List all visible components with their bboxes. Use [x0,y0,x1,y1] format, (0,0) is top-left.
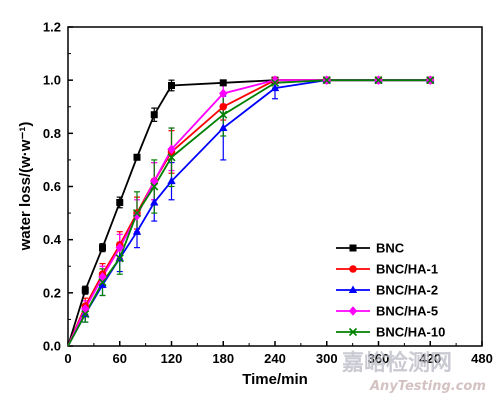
data-point-x-stroke [374,76,383,85]
legend: BNC BNC/HA-1 BNC/HA-2 BNC/HA-5 BNC/HA-10 [336,241,445,340]
watermark-cn: 嘉峪检测网 [342,350,452,376]
data-point-triangle [270,83,280,92]
data-point-x [167,153,176,162]
series-markers-layer [81,75,435,319]
data-point-x [270,78,280,87]
legend-label: BNC/HA-1 [376,262,438,277]
data-point-triangle [98,280,107,288]
data-point-x [81,310,90,319]
x-tick-label: 240 [264,351,286,366]
legend-label: BNC/HA-2 [376,283,438,298]
legend-label: BNC/HA-10 [376,325,445,340]
data-point-circle [219,102,228,111]
y-tick-label: 0.4 [43,232,62,247]
y-tick-label: 0.0 [43,339,61,354]
data-point-x-stroke [348,327,358,337]
y-tick-label: 1.0 [43,73,61,88]
plot-frame [67,26,483,347]
legend-label: BNC/HA-5 [376,304,438,319]
data-point-square [116,198,124,206]
data-point-diamond [270,75,280,85]
data-point-square [150,111,158,119]
x-axis-title: Time/min [242,371,308,388]
data-point-x [98,278,107,287]
errorbar-layer [82,76,278,323]
legend-item: BNC/HA-1 [336,262,438,277]
data-point-x-stroke [426,76,435,85]
legend-item: BNC/HA-2 [336,283,438,298]
data-point-triangle [132,227,142,235]
data-point-square [81,286,89,294]
legend-item: BNC [336,241,405,256]
x-tick-label: 120 [161,351,183,366]
y-tick-label: 0.8 [43,126,61,141]
data-point-diamond [150,176,159,186]
y-tick-label: 0.2 [43,285,61,300]
data-point-x-stroke [81,310,90,319]
data-point-x-stroke [322,76,331,85]
x-tick-label: 0 [64,351,71,366]
data-point-square [168,81,175,89]
data-point-square [133,153,141,161]
x-tick-label: 360 [368,351,390,366]
data-point-triangle [150,197,159,206]
data-point-diamond [167,144,176,155]
data-point-diamond [219,88,228,99]
legend-item: BNC/HA-10 [336,325,445,340]
data-point-x-stroke [132,209,142,218]
data-point-triangle [167,176,176,185]
tick-layer: 0 60 120 180 240 300 360 420 480 0.0 0.2 0.4 0.6 0.8 1… [43,20,493,367]
data-point-circle [349,265,357,273]
data-point-square [219,79,227,87]
watermark-en: AnyTesting.com [369,379,486,394]
y-tick-label: 0.6 [43,179,61,194]
data-point-x [426,76,435,85]
data-point-square [99,244,106,252]
legend-label: BNC [376,241,405,256]
data-point-diamond [348,306,358,316]
data-point-x-stroke [150,182,159,191]
x-tick-label: 180 [212,351,234,366]
data-point-triangle [348,285,358,293]
data-point-diamond [115,242,124,253]
data-point-x-stroke [115,254,124,263]
data-point-x-stroke [98,278,107,287]
data-point-x [150,182,159,191]
x-tick-label: 300 [316,351,338,366]
data-point-x-stroke [219,110,228,119]
y-axis-title: water loss/(w·w⁻¹) [17,122,34,252]
data-point-x [132,209,142,218]
legend-item: BNC/HA-5 [336,304,438,319]
data-point-x [348,327,358,337]
data-point-diamond [81,303,90,314]
data-point-x [374,76,383,85]
data-point-x [322,76,331,85]
data-point-square [349,244,357,252]
y-tick-label: 1.2 [43,20,61,35]
data-point-x [115,254,124,263]
data-point-diamond [132,210,142,221]
data-point-x [219,110,228,119]
x-tick-label: 60 [113,351,127,366]
data-point-x-stroke [167,153,176,162]
data-point-x-stroke [270,78,280,87]
data-point-triangle [219,123,228,132]
x-tick-label: 480 [471,351,493,366]
x-tick-label: 420 [419,351,441,366]
